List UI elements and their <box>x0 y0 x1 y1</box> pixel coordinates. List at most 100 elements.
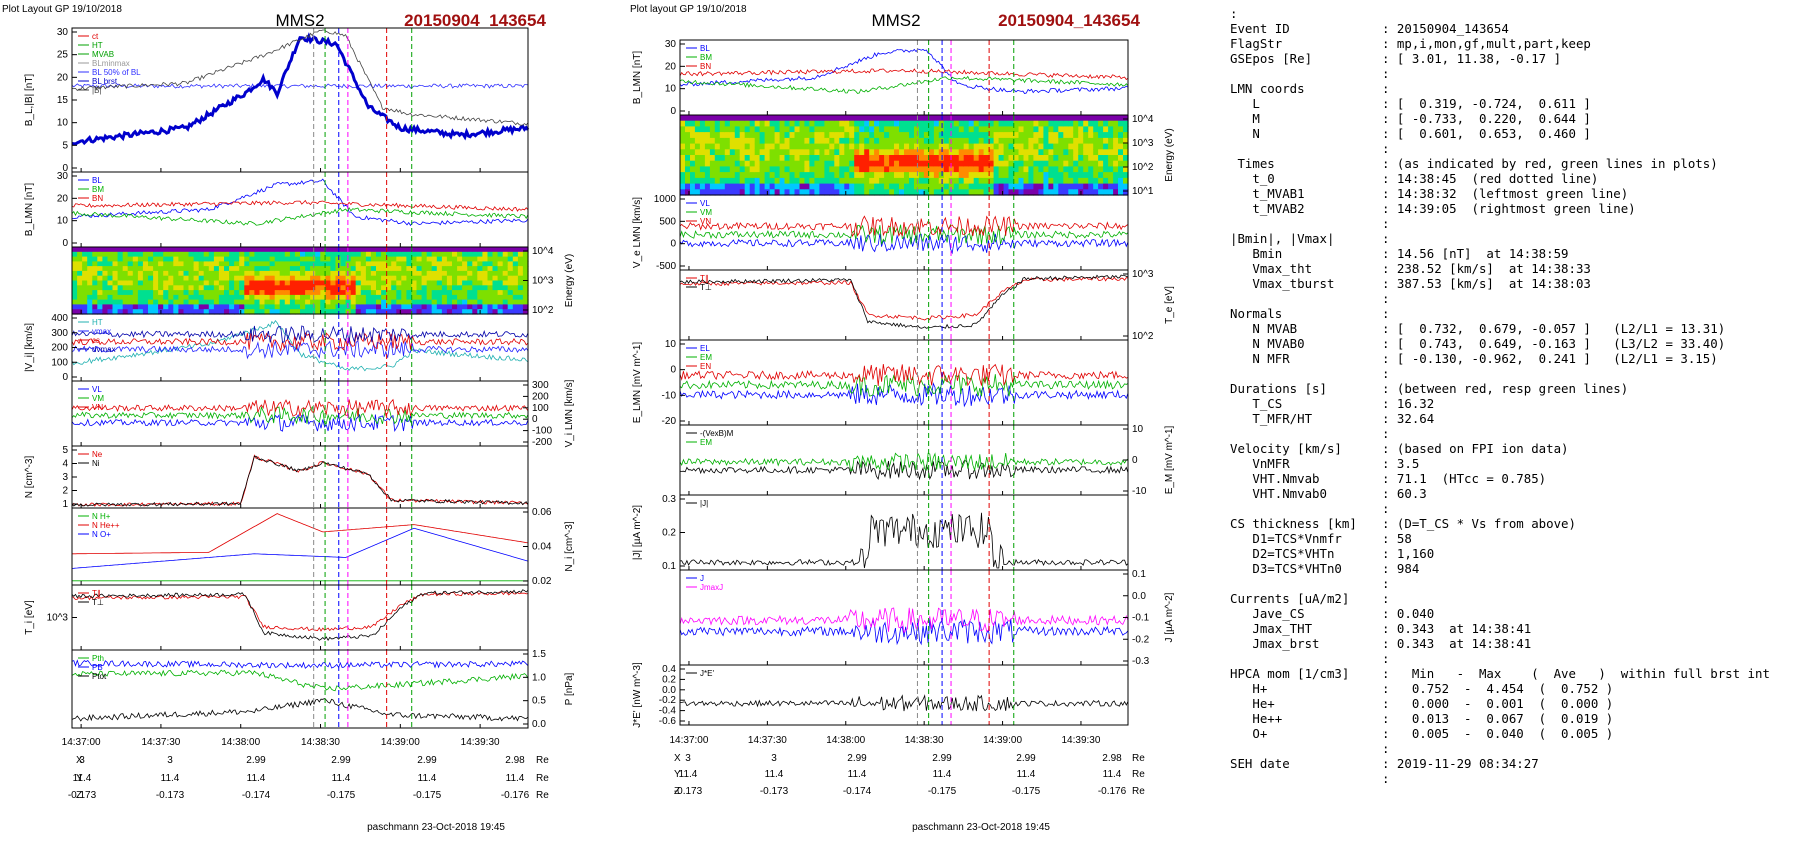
spectrogram-cell <box>310 247 316 253</box>
spectrogram-cell <box>502 270 509 277</box>
spectrogram-cell <box>933 177 940 185</box>
spectrogram-cell <box>396 280 402 286</box>
summary-value: : 387.53 [km/s] at 14:38:03 <box>1382 276 1591 291</box>
y-axis-label: N [cm^-3] <box>24 456 35 499</box>
spectrogram-cell <box>983 155 990 162</box>
spectrogram-cell <box>804 155 810 162</box>
spectrogram-cell <box>431 275 438 282</box>
spectrogram-cell <box>426 280 433 286</box>
spectrogram-cell <box>279 304 286 310</box>
spectrogram-cell <box>436 309 443 315</box>
spectrogram-cell <box>983 132 990 139</box>
spectrogram-cell <box>355 309 362 315</box>
spectrogram-cell <box>779 115 786 122</box>
spectrogram-cell <box>203 256 210 262</box>
spectrogram-cell <box>436 280 443 286</box>
spectrogram-cell <box>729 189 736 196</box>
spectrogram-cell <box>899 183 905 190</box>
spectrogram-cell <box>360 304 367 310</box>
spectrogram-cell <box>522 270 529 277</box>
spectrogram-cell <box>1103 155 1109 162</box>
spectrogram-cell <box>289 294 296 301</box>
spectrogram-cell <box>512 275 519 282</box>
y-tick-label: 10^1 <box>1132 186 1154 197</box>
spectrogram-cell <box>1038 132 1044 139</box>
spectrogram-cell <box>355 266 362 272</box>
spectrogram-cell <box>744 189 751 196</box>
spectrogram-cell <box>416 261 423 267</box>
spectrogram-cell <box>249 266 255 272</box>
spectrogram-cell <box>487 294 494 301</box>
spectrogram-cell <box>988 177 995 185</box>
spectrogram-cell <box>198 285 205 291</box>
spectrogram-cell <box>239 290 245 296</box>
spectrogram-cell <box>457 251 463 258</box>
legend-entry: BL brst <box>92 77 118 86</box>
spectrogram-cell <box>1078 160 1084 167</box>
spectrogram-cell <box>1033 126 1039 133</box>
spectrogram-cell <box>809 155 815 162</box>
spectrogram-cell <box>137 299 144 305</box>
spectrogram-cell <box>421 251 428 258</box>
spectrogram-cell <box>244 270 250 277</box>
spectrogram-cell <box>1098 149 1104 156</box>
spectrogram-cell <box>300 304 306 310</box>
spectrogram-cell <box>1083 166 1089 173</box>
spectrogram-cell <box>148 304 154 310</box>
spectrogram-cell <box>968 126 975 133</box>
spectrogram-cell <box>517 251 524 258</box>
spectrogram-cell <box>72 280 78 286</box>
spectrogram-cell <box>769 115 776 122</box>
y-tick-label: 0 <box>62 238 68 249</box>
spectrogram-cell <box>824 183 830 190</box>
spectrogram-cell <box>749 172 756 179</box>
spectrogram-cell <box>188 256 195 262</box>
spectrogram-cell <box>978 166 985 173</box>
spectrogram-cell <box>426 247 433 253</box>
spectrogram-cell <box>769 132 776 139</box>
spectrogram-cell <box>345 280 352 286</box>
spectrogram-cell <box>884 189 890 196</box>
spectrogram-cell <box>102 294 109 301</box>
pos-row-value: 11.4 <box>679 769 698 780</box>
spectrogram-cell <box>889 189 895 196</box>
spectrogram-cell <box>953 126 960 133</box>
y-tick-label: 0 <box>1132 455 1138 466</box>
spectrogram-cell <box>804 189 810 196</box>
spectrogram-cell <box>685 149 691 156</box>
spectrogram-cell <box>690 115 696 122</box>
spectrogram-cell <box>148 280 154 286</box>
spectrogram-cell <box>685 166 691 173</box>
spectrogram-cell <box>909 155 915 162</box>
spectrogram-cell <box>759 143 766 150</box>
spectrogram-cell <box>978 115 985 122</box>
spectrogram-cell <box>350 275 357 282</box>
spectrogram-cell <box>744 166 751 173</box>
spectrogram-cell <box>381 280 387 286</box>
spectrogram-cell <box>789 155 796 162</box>
spectrogram-cell <box>1003 126 1010 133</box>
spectrogram-cell <box>198 256 205 262</box>
spectrogram-cell <box>943 115 950 122</box>
spectrogram-cell <box>117 270 124 277</box>
y-tick-label: 10^2 <box>532 305 554 316</box>
spectrogram-cell <box>487 266 494 272</box>
spectrogram-cell <box>933 132 940 139</box>
spectrogram-cell <box>229 280 235 286</box>
spectrogram-cell <box>1038 166 1044 173</box>
spectrogram-cell <box>754 166 761 173</box>
spectrogram-cell <box>229 256 235 262</box>
summary-value: : 3.5 <box>1382 456 1420 471</box>
spectrogram-cell <box>507 290 514 296</box>
spectrogram-cell <box>1008 115 1015 122</box>
spectrogram-cell <box>284 256 291 262</box>
spectrogram-cell <box>406 299 413 305</box>
spectrogram-cell <box>274 247 281 253</box>
spectrogram-cell <box>178 304 185 310</box>
spectrogram-cell <box>132 247 139 253</box>
spectrogram-cell <box>909 166 915 173</box>
spectrogram-cell <box>889 132 895 139</box>
